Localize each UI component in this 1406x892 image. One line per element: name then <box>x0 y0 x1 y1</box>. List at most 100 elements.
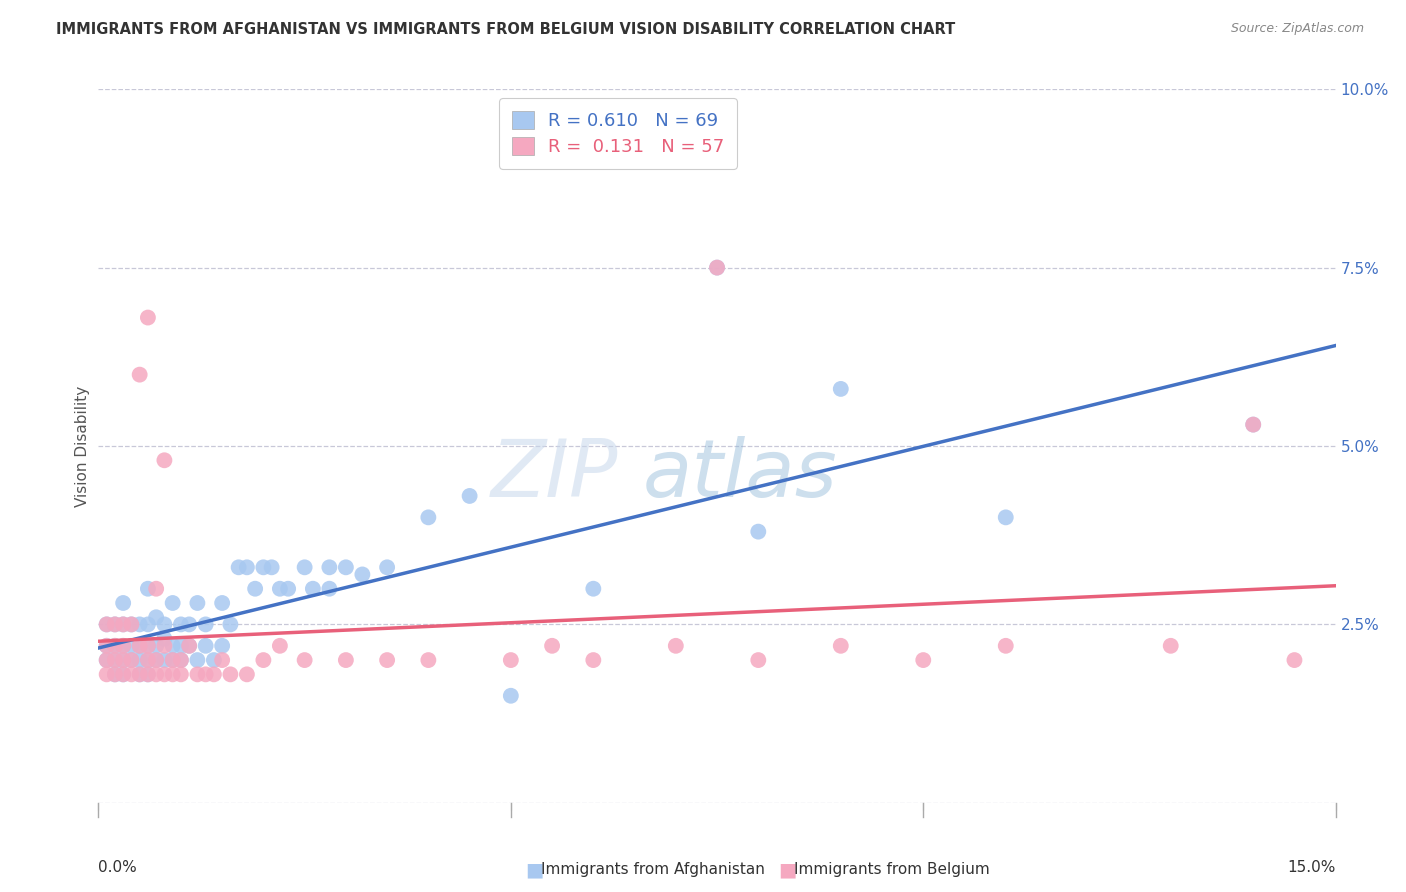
Point <box>162 667 184 681</box>
Point <box>153 632 176 646</box>
Text: IMMIGRANTS FROM AFGHANISTAN VS IMMIGRANTS FROM BELGIUM VISION DISABILITY CORRELA: IMMIGRANTS FROM AFGHANISTAN VS IMMIGRANT… <box>56 22 956 37</box>
Text: Immigrants from Belgium: Immigrants from Belgium <box>794 863 990 877</box>
Point <box>202 667 225 681</box>
Point <box>128 617 150 632</box>
Point <box>269 582 291 596</box>
Point <box>104 617 127 632</box>
Point <box>186 596 208 610</box>
Point <box>112 617 135 632</box>
Point <box>136 617 159 632</box>
Point <box>128 639 150 653</box>
Point <box>145 653 167 667</box>
Point <box>499 689 522 703</box>
Point <box>243 582 266 596</box>
Point <box>112 653 135 667</box>
Point <box>582 582 605 596</box>
Point <box>96 639 118 653</box>
Point <box>335 560 357 574</box>
Point <box>418 653 440 667</box>
Text: ZIP: ZIP <box>491 435 619 514</box>
Text: Immigrants from Afghanistan: Immigrants from Afghanistan <box>541 863 765 877</box>
Point <box>112 639 135 653</box>
Point <box>153 617 176 632</box>
Point <box>162 653 184 667</box>
Point <box>112 596 135 610</box>
Point <box>458 489 481 503</box>
Point <box>211 653 233 667</box>
Point <box>202 653 225 667</box>
Point <box>1160 639 1182 653</box>
Point <box>269 639 291 653</box>
Point <box>194 667 217 681</box>
Point <box>104 653 127 667</box>
Point <box>104 667 127 681</box>
Point <box>145 610 167 624</box>
Point <box>96 639 118 653</box>
Point <box>186 653 208 667</box>
Point <box>170 617 193 632</box>
Point <box>112 639 135 653</box>
Point <box>219 617 242 632</box>
Point <box>352 567 374 582</box>
Point <box>162 653 184 667</box>
Point <box>418 510 440 524</box>
Point <box>179 639 201 653</box>
Point <box>136 582 159 596</box>
Point <box>375 653 398 667</box>
Point <box>120 617 142 632</box>
Point <box>252 560 274 574</box>
Point <box>162 639 184 653</box>
Point <box>170 653 193 667</box>
Text: atlas: atlas <box>643 435 838 514</box>
Point <box>128 368 150 382</box>
Point <box>153 667 176 681</box>
Point <box>112 617 135 632</box>
Point <box>582 653 605 667</box>
Point <box>104 639 127 653</box>
Point <box>994 639 1017 653</box>
Point <box>128 667 150 681</box>
Point <box>706 260 728 275</box>
Point <box>120 667 142 681</box>
Point <box>145 582 167 596</box>
Point <box>1241 417 1264 432</box>
Point <box>294 653 316 667</box>
Point <box>294 560 316 574</box>
Point <box>252 653 274 667</box>
Point <box>1241 417 1264 432</box>
Point <box>104 639 127 653</box>
Point <box>1284 653 1306 667</box>
Point <box>136 653 159 667</box>
Point <box>335 653 357 667</box>
Point <box>104 653 127 667</box>
Point <box>277 582 299 596</box>
Point <box>153 453 176 467</box>
Point <box>194 639 217 653</box>
Point <box>136 639 159 653</box>
Point <box>96 617 118 632</box>
Point <box>96 667 118 681</box>
Point <box>194 617 217 632</box>
Point <box>96 653 118 667</box>
Point <box>665 639 688 653</box>
Point <box>170 667 193 681</box>
Point <box>260 560 283 574</box>
Point <box>128 667 150 681</box>
Point <box>318 560 340 574</box>
Point <box>112 667 135 681</box>
Point <box>128 639 150 653</box>
Point <box>136 310 159 325</box>
Point <box>170 653 193 667</box>
Point <box>747 524 769 539</box>
Text: ■: ■ <box>778 860 797 880</box>
Point <box>186 667 208 681</box>
Point <box>120 653 142 667</box>
Point <box>211 596 233 610</box>
Text: ■: ■ <box>524 860 544 880</box>
Point <box>136 653 159 667</box>
Point <box>179 639 201 653</box>
Point <box>236 667 259 681</box>
Point <box>145 667 167 681</box>
Point <box>120 617 142 632</box>
Point <box>112 653 135 667</box>
